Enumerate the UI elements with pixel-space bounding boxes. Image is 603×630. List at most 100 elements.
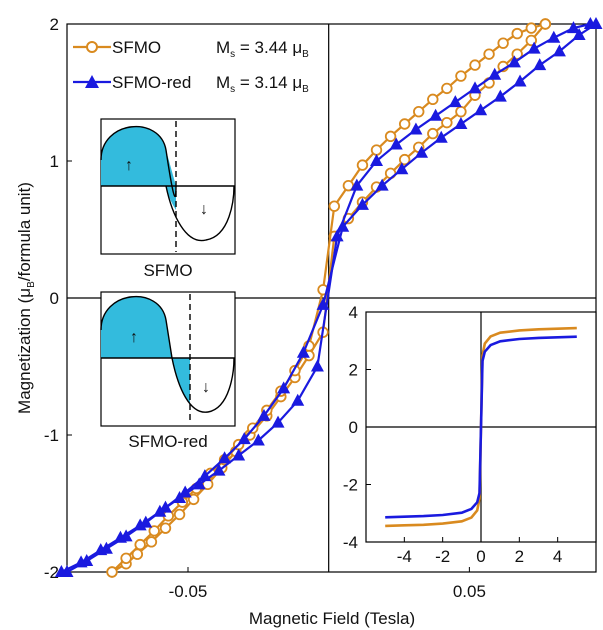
- data-point-sfmo-red: [533, 58, 547, 71]
- data-point-sfmo-red: [429, 108, 443, 121]
- data-point-sfmo-red: [547, 30, 561, 43]
- data-point-sfmo-red: [133, 518, 147, 531]
- data-point-sfmo-red: [434, 130, 448, 143]
- data-point-sfmo-red: [527, 41, 541, 54]
- data-point-sfmo: [356, 159, 369, 171]
- legend-item-sfmo-red: SFMO-red Ms = 3.14 μB: [73, 73, 309, 95]
- main-y-tick-label: 2: [50, 15, 59, 34]
- data-point-sfmo: [106, 566, 118, 578]
- dos-schematic-sfmo: ↑ ↓ SFMO: [100, 118, 236, 280]
- data-point-sfmo-red: [251, 433, 265, 446]
- legend: SFMO Ms = 3.44 μB SFMO-red Ms = 3.14 μB: [73, 38, 309, 95]
- data-point-sfmo: [441, 82, 453, 95]
- data-point-sfmo: [525, 22, 537, 34]
- data-point-sfmo-red: [572, 27, 586, 40]
- data-point-sfmo: [539, 18, 552, 30]
- data-point-sfmo: [145, 536, 158, 548]
- main-y-tick-label: -1: [44, 426, 59, 445]
- inset-y-tick-label: 0: [349, 418, 358, 437]
- data-point-sfmo: [469, 59, 481, 71]
- data-point-sfmo-red: [552, 44, 566, 57]
- data-point-sfmo: [511, 27, 523, 40]
- data-point-sfmo: [455, 105, 467, 118]
- spin-down-arrow-icon: ↓: [202, 379, 210, 396]
- data-point-sfmo: [497, 37, 509, 49]
- main-y-tick-label: -2: [44, 563, 59, 582]
- inset-y-tick-label: -2: [343, 476, 358, 495]
- data-point-sfmo-red: [507, 55, 521, 68]
- data-point-sfmo-red: [54, 565, 68, 577]
- dos-filled-up-sfmo: [101, 126, 176, 186]
- data-point-sfmo-red: [395, 162, 409, 175]
- data-point-sfmo-red: [389, 137, 403, 150]
- data-point-sfmo-red: [173, 491, 187, 504]
- inset-x-tick-label: -2: [435, 547, 450, 566]
- inset-x-tick-label: -4: [397, 547, 412, 566]
- data-point-sfmo-red: [474, 103, 488, 116]
- data-point-sfmo-red: [310, 359, 324, 372]
- main-y-tick-label: 0: [50, 289, 59, 308]
- data-point-sfmo-red: [350, 178, 364, 191]
- data-point-sfmo: [413, 105, 425, 118]
- main-x-tick-label: 0.05: [453, 582, 486, 601]
- data-point-sfmo: [427, 127, 439, 140]
- inset-x-tick-label: 4: [553, 547, 562, 566]
- data-point-sfmo: [455, 70, 467, 82]
- data-point-sfmo-red: [277, 381, 291, 394]
- inset-series-line-sfmo-red: [385, 335, 577, 519]
- data-point-sfmo-red: [468, 81, 482, 94]
- data-point-sfmo: [441, 116, 453, 129]
- data-point-sfmo-red: [94, 543, 108, 556]
- inset-chart: -4 -2 0 2 4 -4 -2 0 2 4: [343, 303, 597, 566]
- legend-item-sfmo: SFMO Ms = 3.44 μB: [73, 38, 309, 60]
- data-point-sfmo-red: [113, 530, 127, 543]
- data-point-sfmo-red: [212, 463, 226, 476]
- spin-up-arrow-icon: ↑: [130, 329, 138, 346]
- inset-y-tick-label: 2: [349, 361, 358, 380]
- data-point-sfmo-red: [488, 67, 502, 80]
- data-point-sfmo-red: [583, 17, 597, 29]
- dos-filled-down-sfmo-red: [172, 358, 190, 404]
- legend-label-sfmo-red: SFMO-red: [112, 73, 191, 92]
- legend-ms-sfmo-red: Ms = 3.14 μB: [216, 73, 309, 95]
- dos-filled-up-sfmo-red: [101, 296, 172, 358]
- data-point-sfmo-red: [271, 415, 285, 428]
- data-point-sfmo-red: [237, 432, 251, 445]
- inset-y-tick-label: -4: [343, 533, 358, 552]
- data-point-sfmo-red: [330, 229, 344, 242]
- data-point-sfmo-red: [566, 21, 580, 34]
- y-axis-label: Magnetization (μB/formula unit): [15, 182, 37, 414]
- main-y-tick-label: 1: [50, 152, 59, 171]
- data-point-sfmo-red: [493, 89, 507, 102]
- data-point-sfmo-red: [448, 95, 462, 108]
- spin-down-arrow-icon: ↓: [200, 201, 208, 218]
- data-point-sfmo-red: [355, 197, 369, 210]
- data-point-sfmo-red: [257, 408, 271, 421]
- legend-label-sfmo: SFMO: [112, 38, 161, 57]
- main-series-line-sfmo-red: [60, 22, 591, 573]
- data-point-sfmo: [159, 522, 172, 534]
- data-point-sfmo-red: [218, 451, 232, 464]
- data-point-sfmo: [384, 130, 397, 143]
- data-point-sfmo-red: [178, 485, 192, 498]
- data-point-sfmo-red: [153, 504, 167, 517]
- data-point-sfmo-red: [296, 345, 310, 358]
- legend-ms-sfmo: Ms = 3.44 μB: [216, 38, 309, 60]
- data-point-sfmo-red: [291, 393, 305, 406]
- data-point-sfmo: [134, 538, 146, 551]
- data-point-sfmo-red: [74, 555, 88, 568]
- data-point-sfmo: [398, 118, 411, 130]
- data-point-sfmo: [398, 153, 411, 166]
- data-point-sfmo: [370, 144, 383, 156]
- data-point-sfmo: [483, 48, 495, 60]
- data-point-sfmo-red: [513, 74, 527, 87]
- schematic-label-sfmo-red: SFMO-red: [128, 432, 207, 451]
- data-point-sfmo: [427, 93, 439, 106]
- data-point-sfmo-red: [375, 178, 389, 191]
- inset-x-tick-label: 0: [476, 547, 485, 566]
- data-point-sfmo-red: [454, 117, 468, 130]
- data-point-sfmo-red: [232, 448, 246, 461]
- schematic-label-sfmo: SFMO: [143, 261, 192, 280]
- data-point-sfmo: [120, 552, 132, 565]
